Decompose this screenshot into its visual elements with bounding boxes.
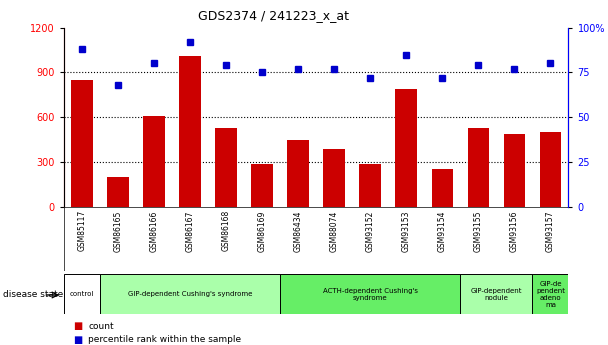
Text: GSM86165: GSM86165 (114, 210, 122, 252)
Text: GSM86434: GSM86434 (294, 210, 303, 252)
Text: GSM86168: GSM86168 (221, 210, 230, 252)
Bar (395, 89, 417, 207)
Text: ■: ■ (73, 335, 82, 345)
Bar (460, 274, 533, 314)
Bar (323, 149, 345, 207)
Text: GSM93156: GSM93156 (510, 210, 519, 252)
Text: ■: ■ (73, 321, 82, 331)
Text: GSM86169: GSM86169 (258, 210, 266, 252)
Text: GSM93152: GSM93152 (366, 210, 375, 252)
Bar (143, 116, 165, 207)
Text: GSM93153: GSM93153 (402, 210, 411, 252)
Bar (468, 128, 489, 207)
Text: GIP-dependent
nodule: GIP-dependent nodule (471, 288, 522, 300)
Text: disease state: disease state (3, 290, 63, 299)
Text: GSM88074: GSM88074 (330, 210, 339, 252)
Bar (215, 128, 237, 207)
Bar (540, 132, 561, 207)
Bar (71, 80, 92, 207)
Text: GDS2374 / 241223_x_at: GDS2374 / 241223_x_at (198, 9, 349, 22)
Text: control: control (70, 291, 94, 297)
Text: GSM93157: GSM93157 (546, 210, 555, 252)
Bar (288, 140, 309, 207)
Text: count: count (88, 322, 114, 331)
Bar (533, 274, 568, 314)
Text: GSM86166: GSM86166 (150, 210, 159, 252)
Bar (107, 177, 129, 207)
Bar (280, 274, 460, 314)
Bar (179, 56, 201, 207)
Text: GSM86167: GSM86167 (185, 210, 195, 252)
Bar (251, 164, 273, 207)
Text: GIP-de
pendent
adeno
ma: GIP-de pendent adeno ma (536, 280, 565, 308)
Text: GSM93154: GSM93154 (438, 210, 447, 252)
Bar (503, 134, 525, 207)
Bar (359, 164, 381, 207)
Bar (64, 274, 100, 314)
Bar (100, 274, 280, 314)
Text: GSM85117: GSM85117 (77, 210, 86, 252)
Text: GIP-dependent Cushing's syndrome: GIP-dependent Cushing's syndrome (128, 291, 252, 297)
Text: GSM93155: GSM93155 (474, 210, 483, 252)
Text: ACTH-dependent Cushing's
syndrome: ACTH-dependent Cushing's syndrome (323, 288, 418, 300)
Text: percentile rank within the sample: percentile rank within the sample (88, 335, 241, 344)
Bar (432, 169, 453, 207)
